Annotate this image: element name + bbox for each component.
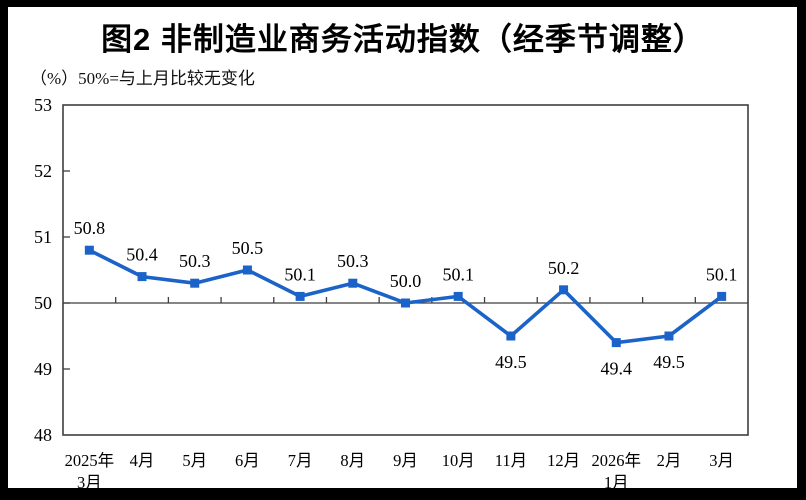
data-point	[348, 278, 358, 288]
axis-unit-note: （%）50%=与上月比较无变化	[30, 69, 255, 88]
value-label: 50.1	[442, 264, 474, 284]
value-label: 50.1	[706, 264, 738, 284]
y-tick-label: 48	[34, 425, 52, 445]
x-tick-label: 6月	[235, 451, 260, 470]
data-point	[137, 272, 147, 282]
value-label: 50.0	[390, 271, 422, 291]
data-point	[84, 245, 94, 255]
x-tick-label: 7月	[288, 451, 313, 470]
x-tick-label: 9月	[393, 451, 418, 470]
y-tick-label: 52	[34, 161, 52, 181]
data-point	[453, 291, 463, 301]
y-tick-label: 53	[34, 95, 52, 115]
y-tick-label: 51	[34, 227, 52, 247]
x-tick-label: 8月	[340, 451, 365, 470]
data-point	[190, 278, 200, 288]
chart-canvas-background	[8, 7, 797, 488]
x-tick-label: 12月	[547, 451, 580, 470]
y-tick-label: 50	[34, 293, 52, 313]
value-label: 50.2	[548, 258, 580, 278]
x-tick-label: 10月	[442, 451, 475, 470]
data-point	[717, 291, 727, 301]
x-tick-label: 11月	[495, 451, 527, 470]
data-point	[506, 331, 516, 341]
chart-title: 图2 非制造业商务活动指数（经季节调整）	[101, 22, 705, 57]
value-label: 49.5	[653, 352, 685, 372]
data-point	[611, 338, 621, 348]
data-point	[295, 291, 305, 301]
value-label: 50.4	[126, 245, 158, 265]
x-tick-label: 1月	[604, 473, 629, 492]
data-point	[401, 298, 410, 308]
x-tick-label: 2月	[657, 451, 682, 470]
value-label: 50.3	[179, 251, 211, 271]
value-label: 50.1	[284, 264, 316, 284]
value-label: 49.5	[495, 352, 527, 372]
data-point	[242, 265, 252, 275]
value-label: 50.8	[74, 218, 106, 238]
x-tick-label: 2026年	[592, 451, 642, 470]
value-label: 49.4	[601, 359, 633, 379]
x-tick-label: 3月	[709, 451, 734, 470]
value-label: 50.5	[232, 238, 264, 258]
x-tick-label: 2025年	[65, 451, 115, 470]
plot-frame	[62, 104, 749, 436]
data-point	[559, 285, 569, 295]
x-tick-label: 3月	[77, 473, 102, 492]
data-point	[664, 331, 674, 341]
y-tick-label: 49	[34, 359, 52, 379]
value-label: 50.3	[337, 251, 369, 271]
x-tick-label: 5月	[182, 451, 207, 470]
x-tick-label: 4月	[130, 451, 155, 470]
